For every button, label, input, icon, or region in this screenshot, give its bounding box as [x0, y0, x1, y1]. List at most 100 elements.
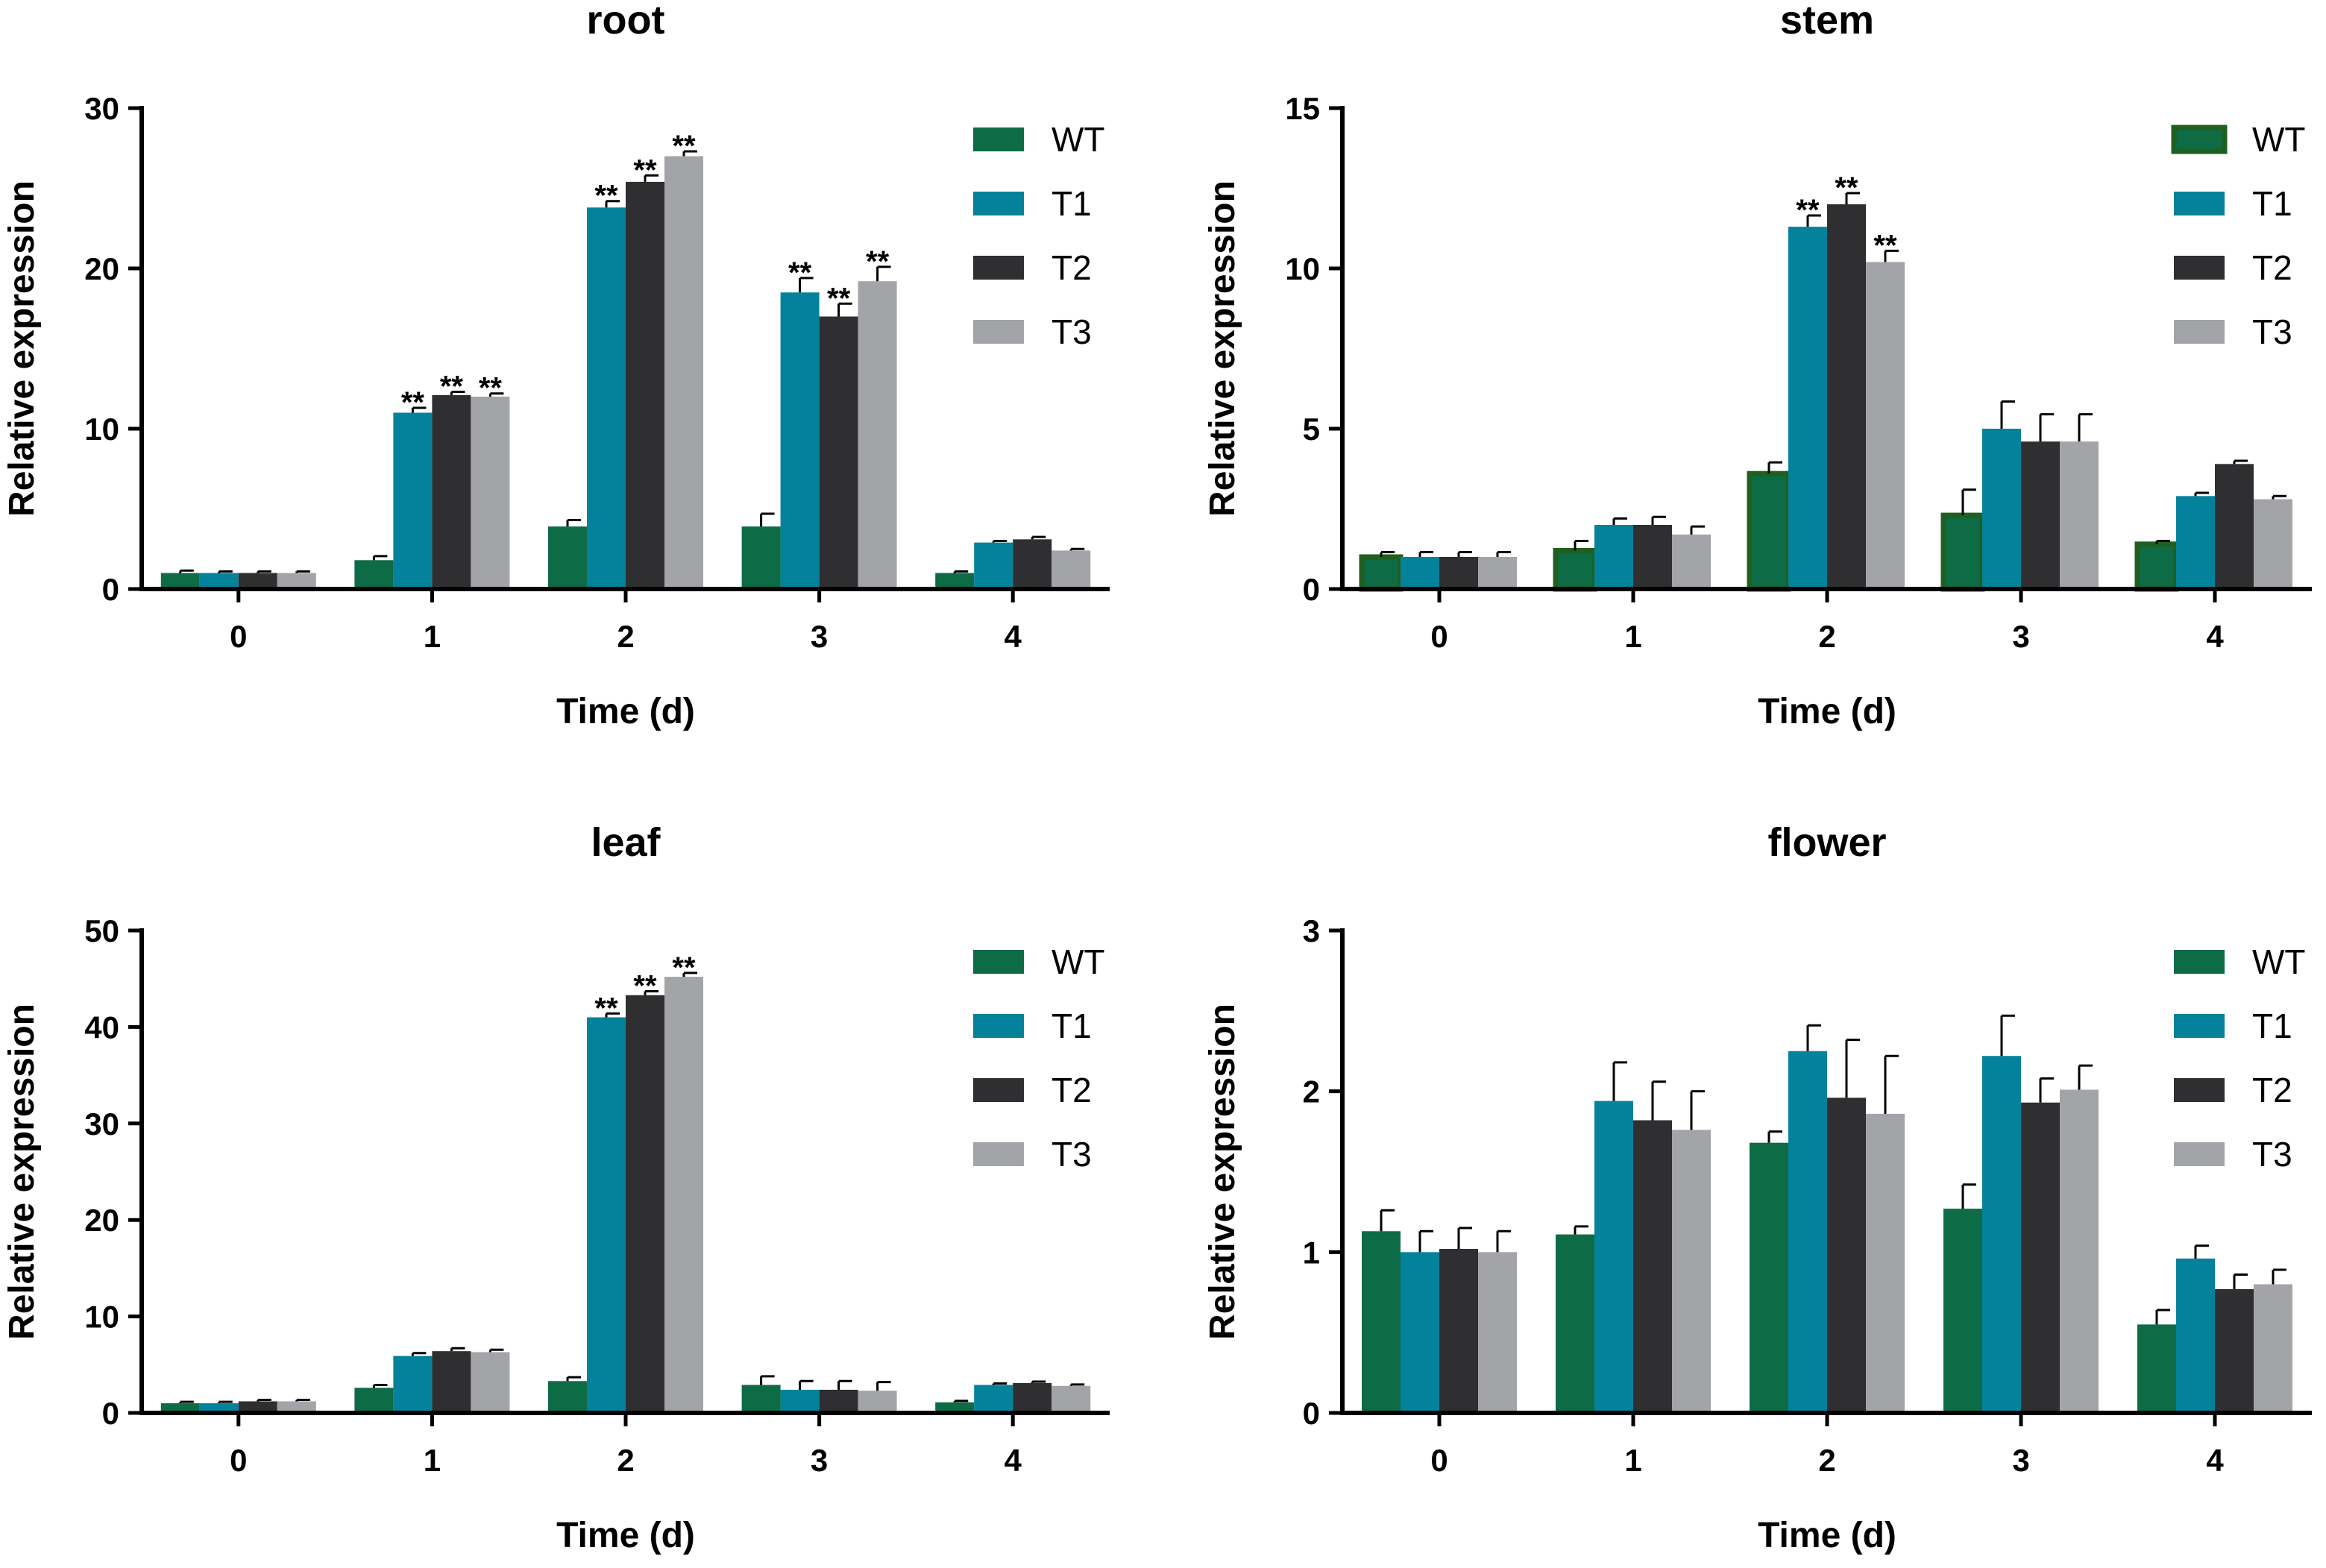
legend-label-T1: T1 [1052, 1007, 1092, 1045]
bar-T3-4 [2254, 1284, 2292, 1413]
y-axis-label: Relative expression [2, 1004, 42, 1340]
x-tick-label: 3 [811, 1443, 828, 1478]
legend-label-WT: WT [2252, 942, 2306, 981]
x-axis-label: Time (d) [556, 1516, 695, 1555]
legend-label-WT: WT [1052, 120, 1105, 159]
legend-label-T2: T2 [2252, 1071, 2292, 1109]
legend-swatch-WT [973, 127, 1024, 151]
bar-T2-3 [819, 316, 858, 589]
bar-WT-2 [548, 526, 587, 589]
bar-T3-1 [471, 1352, 510, 1413]
bar-WT-4 [2134, 541, 2179, 592]
y-tick-label: 5 [1303, 412, 1320, 447]
x-tick-label: 0 [1430, 619, 1448, 654]
significance-marker: ** [1796, 194, 1820, 227]
bar-T2-2 [626, 995, 664, 1413]
x-tick-label: 3 [2012, 1443, 2029, 1478]
bar-WT-2 [1750, 1142, 1788, 1413]
bar-T2-1 [432, 394, 471, 589]
bar-T2-1 [1633, 525, 1672, 589]
legend-label-T3: T3 [2252, 312, 2292, 351]
y-tick-label: 0 [1303, 1396, 1320, 1431]
y-tick-label: 50 [84, 913, 119, 948]
bar-T1-3 [780, 1389, 820, 1413]
legend-label-T3: T3 [1052, 312, 1092, 351]
bar-T2-1 [432, 1351, 471, 1413]
bar-T2-4 [1013, 1382, 1052, 1413]
y-tick-label: 10 [1285, 251, 1320, 286]
bar-T3-1 [471, 397, 510, 589]
legend-swatch-T3 [2174, 1142, 2225, 1166]
legend-label-T1: T1 [2252, 1007, 2292, 1045]
bar-WT-4 [935, 573, 975, 589]
x-tick-label: 4 [2206, 1443, 2224, 1478]
bar-T1-2 [587, 207, 626, 589]
bar-T1-2 [1788, 1051, 1827, 1413]
legend-label-WT: WT [2252, 120, 2306, 159]
bar-T2-0 [1439, 557, 1478, 589]
chart-title: leaf [591, 820, 661, 865]
bar-T1-1 [393, 412, 433, 589]
bar-T3-0 [1478, 1252, 1517, 1413]
legend-label-T2: T2 [1052, 1071, 1092, 1109]
y-axis-label: Relative expression [2, 180, 42, 517]
bar-T1-3 [780, 292, 820, 589]
bar-T1-1 [393, 1356, 433, 1413]
legend-swatch-WT [2174, 950, 2225, 974]
chart-flower: flower Relative expression Time (d) 0 1 2 3 0 1 2… [1203, 820, 2312, 1555]
significance-marker: ** [594, 992, 618, 1024]
bar-T1-0 [1401, 557, 1439, 589]
bar-T3-2 [664, 977, 703, 1413]
x-tick-label: 2 [1818, 619, 1835, 654]
x-tick-label: 0 [1430, 1443, 1448, 1478]
bar-T2-4 [1013, 539, 1052, 589]
significance-marker: ** [1835, 171, 1858, 204]
legend-label-WT: WT [1052, 942, 1105, 981]
bar-T1-4 [2176, 496, 2215, 589]
bar-T1-2 [587, 1017, 626, 1413]
x-axis-label: Time (d) [556, 692, 695, 731]
y-tick-label: 1 [1303, 1235, 1320, 1270]
bar-T3-2 [664, 156, 703, 589]
bar-T3-4 [1052, 1385, 1091, 1413]
bar-T1-3 [1982, 429, 2021, 589]
bar-T2-3 [2021, 1102, 2060, 1413]
bar-T1-1 [1594, 1101, 1633, 1413]
y-tick-label: 10 [84, 1300, 119, 1335]
bar-T3-0 [277, 1401, 316, 1413]
bar-T1-0 [199, 573, 239, 589]
bar-T1-0 [199, 1403, 239, 1413]
x-tick-label: 2 [617, 1443, 634, 1478]
legend-swatch-T1 [973, 1014, 1024, 1038]
bar-T1-4 [974, 542, 1013, 589]
bar-T3-4 [2254, 499, 2292, 589]
bar-WT-3 [741, 1385, 781, 1413]
bar-T3-1 [1672, 1130, 1711, 1413]
bar-T3-3 [2060, 441, 2099, 589]
chart-title: stem [1780, 0, 1874, 42]
bar-T2-3 [819, 1389, 858, 1413]
bar-WT-2 [548, 1381, 587, 1413]
bar-T3-1 [1672, 534, 1711, 589]
bar-T2-2 [626, 181, 664, 589]
bar-T2-1 [1633, 1120, 1672, 1413]
x-tick-label: 0 [230, 619, 247, 654]
x-tick-label: 1 [1624, 1443, 1641, 1478]
bar-T3-3 [858, 1391, 897, 1413]
y-tick-label: 0 [102, 1396, 119, 1431]
legend-swatch-WT [973, 950, 1024, 974]
bar-WT-3 [1943, 1209, 1982, 1413]
legend-swatch-T2 [973, 256, 1024, 280]
x-tick-label: 2 [1818, 1443, 1835, 1478]
y-tick-label: 40 [84, 1010, 119, 1045]
bar-WT-4 [935, 1402, 975, 1413]
bar-T2-0 [238, 573, 277, 589]
bar-WT-4 [2137, 1324, 2176, 1413]
bar-T2-4 [2215, 464, 2254, 589]
bar-T1-3 [1982, 1056, 2021, 1413]
bar-T3-3 [858, 281, 897, 589]
bar-T3-4 [1052, 550, 1091, 589]
